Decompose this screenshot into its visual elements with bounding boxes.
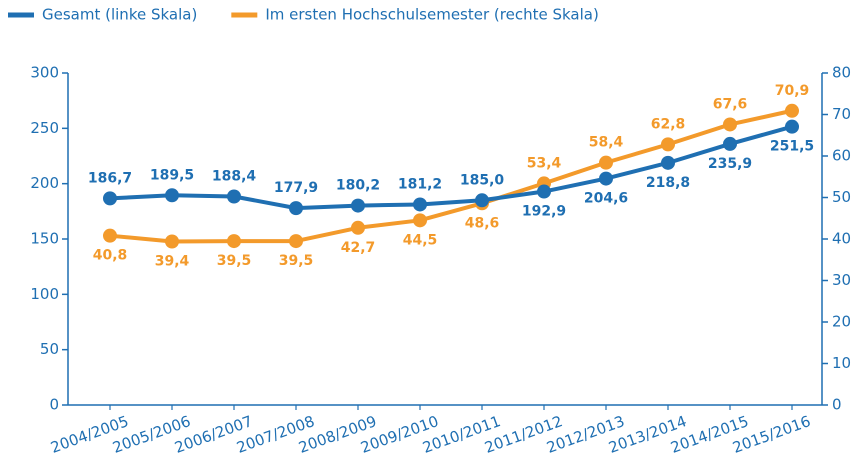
series-line [109,124,793,211]
data-label: 48,6 [465,215,500,231]
data-point [165,234,179,249]
data-label: 186,7 [88,170,132,186]
data-label: 67,6 [713,96,748,112]
data-label: 218,8 [646,175,690,191]
data-label: 39,4 [155,253,190,269]
data-label: 53,4 [527,155,562,171]
y-tick-label: 150 [30,230,59,248]
data-label: 39,5 [217,253,252,269]
data-label: 185,0 [460,172,505,188]
data-point [351,198,365,213]
data-point [289,201,303,216]
y2-tick-label: 30 [832,271,851,289]
y2-tick-label: 10 [832,354,851,372]
data-point [723,117,737,132]
data-label: 42,7 [341,240,376,256]
y-tick-label: 0 [49,396,59,414]
data-point [227,234,241,249]
data-point [413,213,427,228]
data-point [785,103,799,118]
series-line [109,108,793,244]
y-tick-label: 250 [30,119,59,137]
data-label: 62,8 [651,116,686,132]
legend-label: Im ersten Hochschulsemester (rechte Skal… [265,6,599,24]
y2-tick-label: 20 [832,313,851,331]
legend-label: Gesamt (linke Skala) [42,6,197,24]
y2-tick-label: 70 [832,105,851,123]
data-label: 204,6 [584,191,628,207]
data-point [351,220,365,235]
data-label: 44,5 [403,232,438,248]
data-label: 39,5 [279,253,314,269]
data-label: 177,9 [274,180,318,196]
data-label: 181,2 [398,176,442,192]
data-label: 192,9 [522,204,566,220]
data-point [661,155,675,170]
data-point [599,155,613,170]
y2-tick-label: 60 [832,147,851,165]
data-point [537,184,551,199]
data-point [289,234,303,249]
y-tick-label: 200 [30,174,59,192]
y2-tick-label: 0 [832,396,842,414]
data-point [661,137,675,152]
data-label: 189,5 [150,167,194,183]
data-point [413,197,427,212]
data-point [475,193,489,208]
data-point [103,191,117,206]
data-point [599,171,613,186]
data-point [227,189,241,204]
data-label: 58,4 [589,135,624,151]
data-point [103,228,117,243]
data-label: 40,8 [93,248,128,264]
y-tick-label: 50 [40,340,59,358]
y2-tick-label: 40 [832,230,851,248]
data-label: 180,2 [336,178,380,194]
y-tick-label: 100 [30,285,59,303]
data-label: 70,9 [775,83,810,99]
y2-tick-label: 50 [832,188,851,206]
data-label: 188,4 [212,169,257,185]
y2-tick-label: 80 [832,64,851,82]
y-tick-label: 300 [30,64,59,82]
data-label: 235,9 [708,156,752,172]
data-point [165,188,179,203]
data-point [785,119,799,134]
data-point [723,136,737,151]
data-label: 251,5 [770,139,814,155]
